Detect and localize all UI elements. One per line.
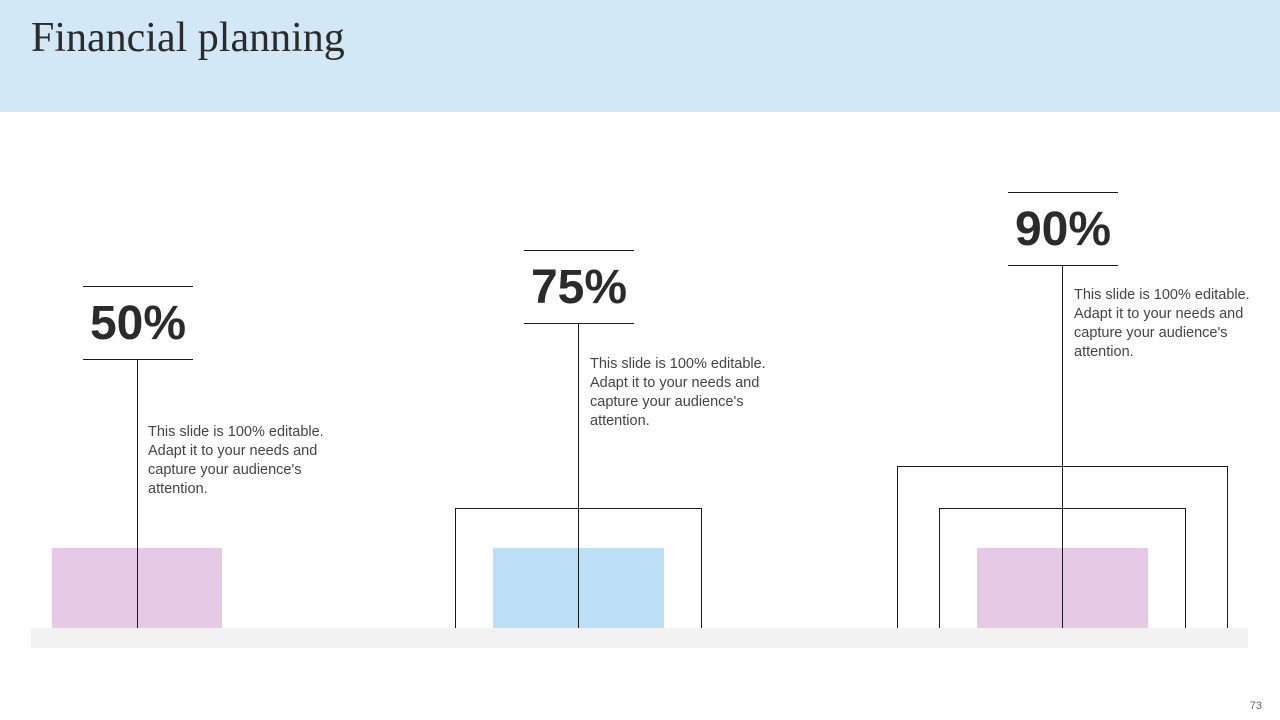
percent-label-3: 90%: [1008, 192, 1118, 266]
page-number: 73: [1249, 700, 1262, 712]
connector-line-2: [578, 324, 579, 628]
description-2: This slide is 100% editable. Adapt it to…: [590, 356, 766, 429]
base-bar: [31, 628, 1248, 648]
connector-line-3: [1062, 266, 1063, 628]
description-3: This slide is 100% editable. Adapt it to…: [1074, 287, 1250, 360]
description-1: This slide is 100% editable. Adapt it to…: [148, 424, 324, 497]
percent-label-1: 50%: [83, 286, 193, 360]
connector-line-1: [137, 360, 138, 628]
page-title: Financial planning: [31, 15, 345, 61]
percent-label-2: 75%: [524, 250, 634, 324]
header-band: Financial planning: [0, 0, 1280, 112]
